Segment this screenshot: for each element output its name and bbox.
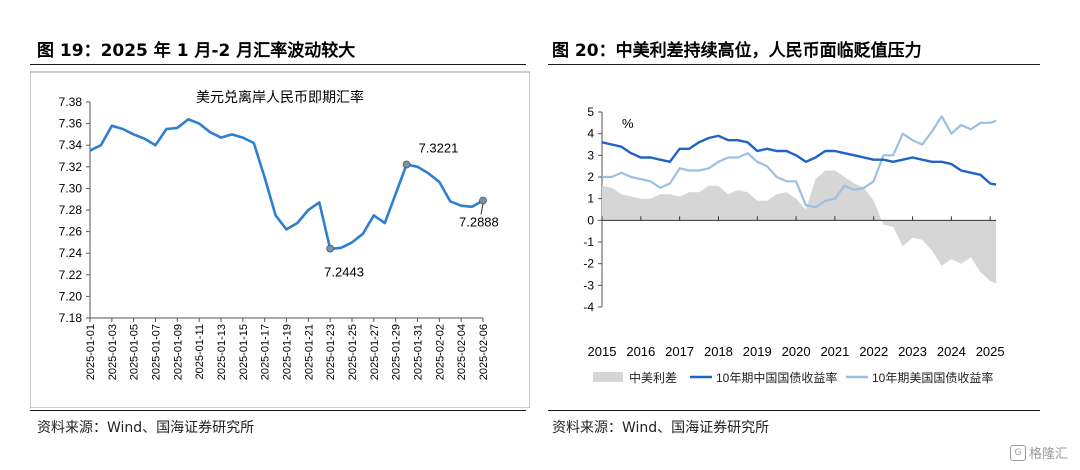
x-tick-label: 2025-01-19 xyxy=(282,324,294,380)
data-point-marker xyxy=(479,196,487,205)
y-tick-label: 7.20 xyxy=(59,289,83,303)
series-area-spread xyxy=(602,170,996,284)
x-tick-label: 2025-01-15 xyxy=(238,324,250,380)
right-panel-title: 图 20：中美利差持续高位，人民币面临贬值压力 xyxy=(552,41,922,61)
y-tick-label: 7.18 xyxy=(59,311,83,325)
data-point-marker xyxy=(326,244,335,253)
left-top-divider xyxy=(30,64,526,65)
legend-label: 10年期美国国债收益率 xyxy=(872,370,993,385)
y-tick-label: -4 xyxy=(583,300,594,314)
x-tick-label: 2025-01-17 xyxy=(260,324,272,380)
x-tick-label: 2020 xyxy=(782,344,811,359)
y-tick-label: -2 xyxy=(583,257,594,271)
y-tick-label: 0 xyxy=(587,213,594,227)
x-tick-label: 2025-01-03 xyxy=(107,324,119,380)
left-bottom-divider xyxy=(30,410,526,411)
x-tick-label: 2025-02-04 xyxy=(456,324,468,380)
legend-swatch xyxy=(593,372,623,382)
y-tick-label: 7.38 xyxy=(59,95,83,109)
legend-label: 10年期中国国债收益率 xyxy=(716,370,837,385)
legend-label: 中美利差 xyxy=(629,370,677,385)
x-tick-label: 2025 xyxy=(976,344,1005,359)
series-line-cn-yield xyxy=(601,134,997,186)
y-tick-label: 3 xyxy=(587,148,594,162)
y-tick-label: 2 xyxy=(587,170,594,184)
x-tick-label: 2025-01-01 xyxy=(85,324,97,380)
data-label: 7.2888 xyxy=(459,214,499,229)
y-tick-label: -1 xyxy=(583,235,594,249)
x-tick-label: 2016 xyxy=(626,344,655,359)
x-tick-label: 2024 xyxy=(937,344,966,359)
x-tick-label: 2021 xyxy=(820,344,849,359)
y-tick-label: 7.24 xyxy=(59,246,83,260)
x-tick-label: 2023 xyxy=(898,344,927,359)
data-label: 7.3221 xyxy=(419,141,459,156)
y-unit-label: % xyxy=(622,116,634,131)
x-tick-label: 2025-02-06 xyxy=(478,324,490,380)
x-tick-label: 2019 xyxy=(743,344,772,359)
y-tick-label: 7.28 xyxy=(59,203,83,217)
watermark-text: 格隆汇 xyxy=(1028,447,1068,462)
y-tick-label: 7.30 xyxy=(59,181,83,195)
x-tick-label: 2025-01-13 xyxy=(216,324,228,380)
yield-spread-chart: -4 -3 -2 -1 0 1 2 3 4 5% 2015 2016 2017 2018 2019 2020 2… xyxy=(583,105,1005,385)
y-tick-label: 4 xyxy=(587,127,594,141)
y-tick-label: 7.26 xyxy=(59,225,83,239)
x-tick-label: 2022 xyxy=(859,344,888,359)
x-tick-label: 2025-01-09 xyxy=(172,324,184,380)
x-tick-label: 2018 xyxy=(704,344,733,359)
watermark-logo: G 格隆汇 xyxy=(1009,443,1068,462)
x-tick-label: 2025-01-31 xyxy=(413,324,425,380)
left-panel-title: 图 19：2025 年 1 月-2 月汇率波动较大 xyxy=(37,41,356,61)
right-source-note: 资料来源：Wind、国海证券研究所 xyxy=(552,420,770,436)
y-tick-label: 1 xyxy=(587,192,594,206)
annotation-leader xyxy=(480,203,484,215)
chart-frame xyxy=(30,71,530,408)
left-source-note: 资料来源：Wind、国海证券研究所 xyxy=(37,420,255,436)
watermark-icon: G xyxy=(1009,444,1026,461)
y-tick-label: 7.32 xyxy=(59,160,83,174)
series-line-us-yield xyxy=(602,115,997,209)
y-tick-label: 7.22 xyxy=(59,268,83,282)
x-tick-label: 2025-01-21 xyxy=(303,324,315,380)
x-tick-label: 2025-01-29 xyxy=(391,324,403,380)
y-tick-label: 7.36 xyxy=(59,117,83,131)
x-tick-label: 2025-01-11 xyxy=(194,324,206,379)
data-label: 7.2443 xyxy=(324,265,364,280)
series-line-cny xyxy=(89,118,484,251)
cny-exchange-rate-chart: 美元兑离岸人民币即期汇率 7.18 7.20 7.22 7.24 7.26 7.28 7.30… xyxy=(30,71,530,408)
chart-title: 美元兑离岸人民币即期汇率 xyxy=(196,89,364,105)
y-tick-label: 7.34 xyxy=(59,138,83,152)
x-tick-label: 2025-01-07 xyxy=(151,324,163,380)
right-top-divider xyxy=(548,64,1040,65)
x-tick-label: 2015 xyxy=(588,344,617,359)
x-tick-label: 2025-02-02 xyxy=(434,324,446,380)
x-tick-label: 2025-01-25 xyxy=(347,324,359,380)
x-tick-label: 2025-01-27 xyxy=(369,324,381,380)
right-bottom-divider xyxy=(548,410,1040,411)
data-point-marker xyxy=(402,160,411,169)
x-tick-label: 2017 xyxy=(665,344,694,359)
x-tick-label: 2025-01-05 xyxy=(129,324,141,380)
x-tick-label: 2025-01-23 xyxy=(325,324,337,380)
y-tick-label: 5 xyxy=(587,105,594,119)
y-tick-label: -3 xyxy=(583,278,594,292)
